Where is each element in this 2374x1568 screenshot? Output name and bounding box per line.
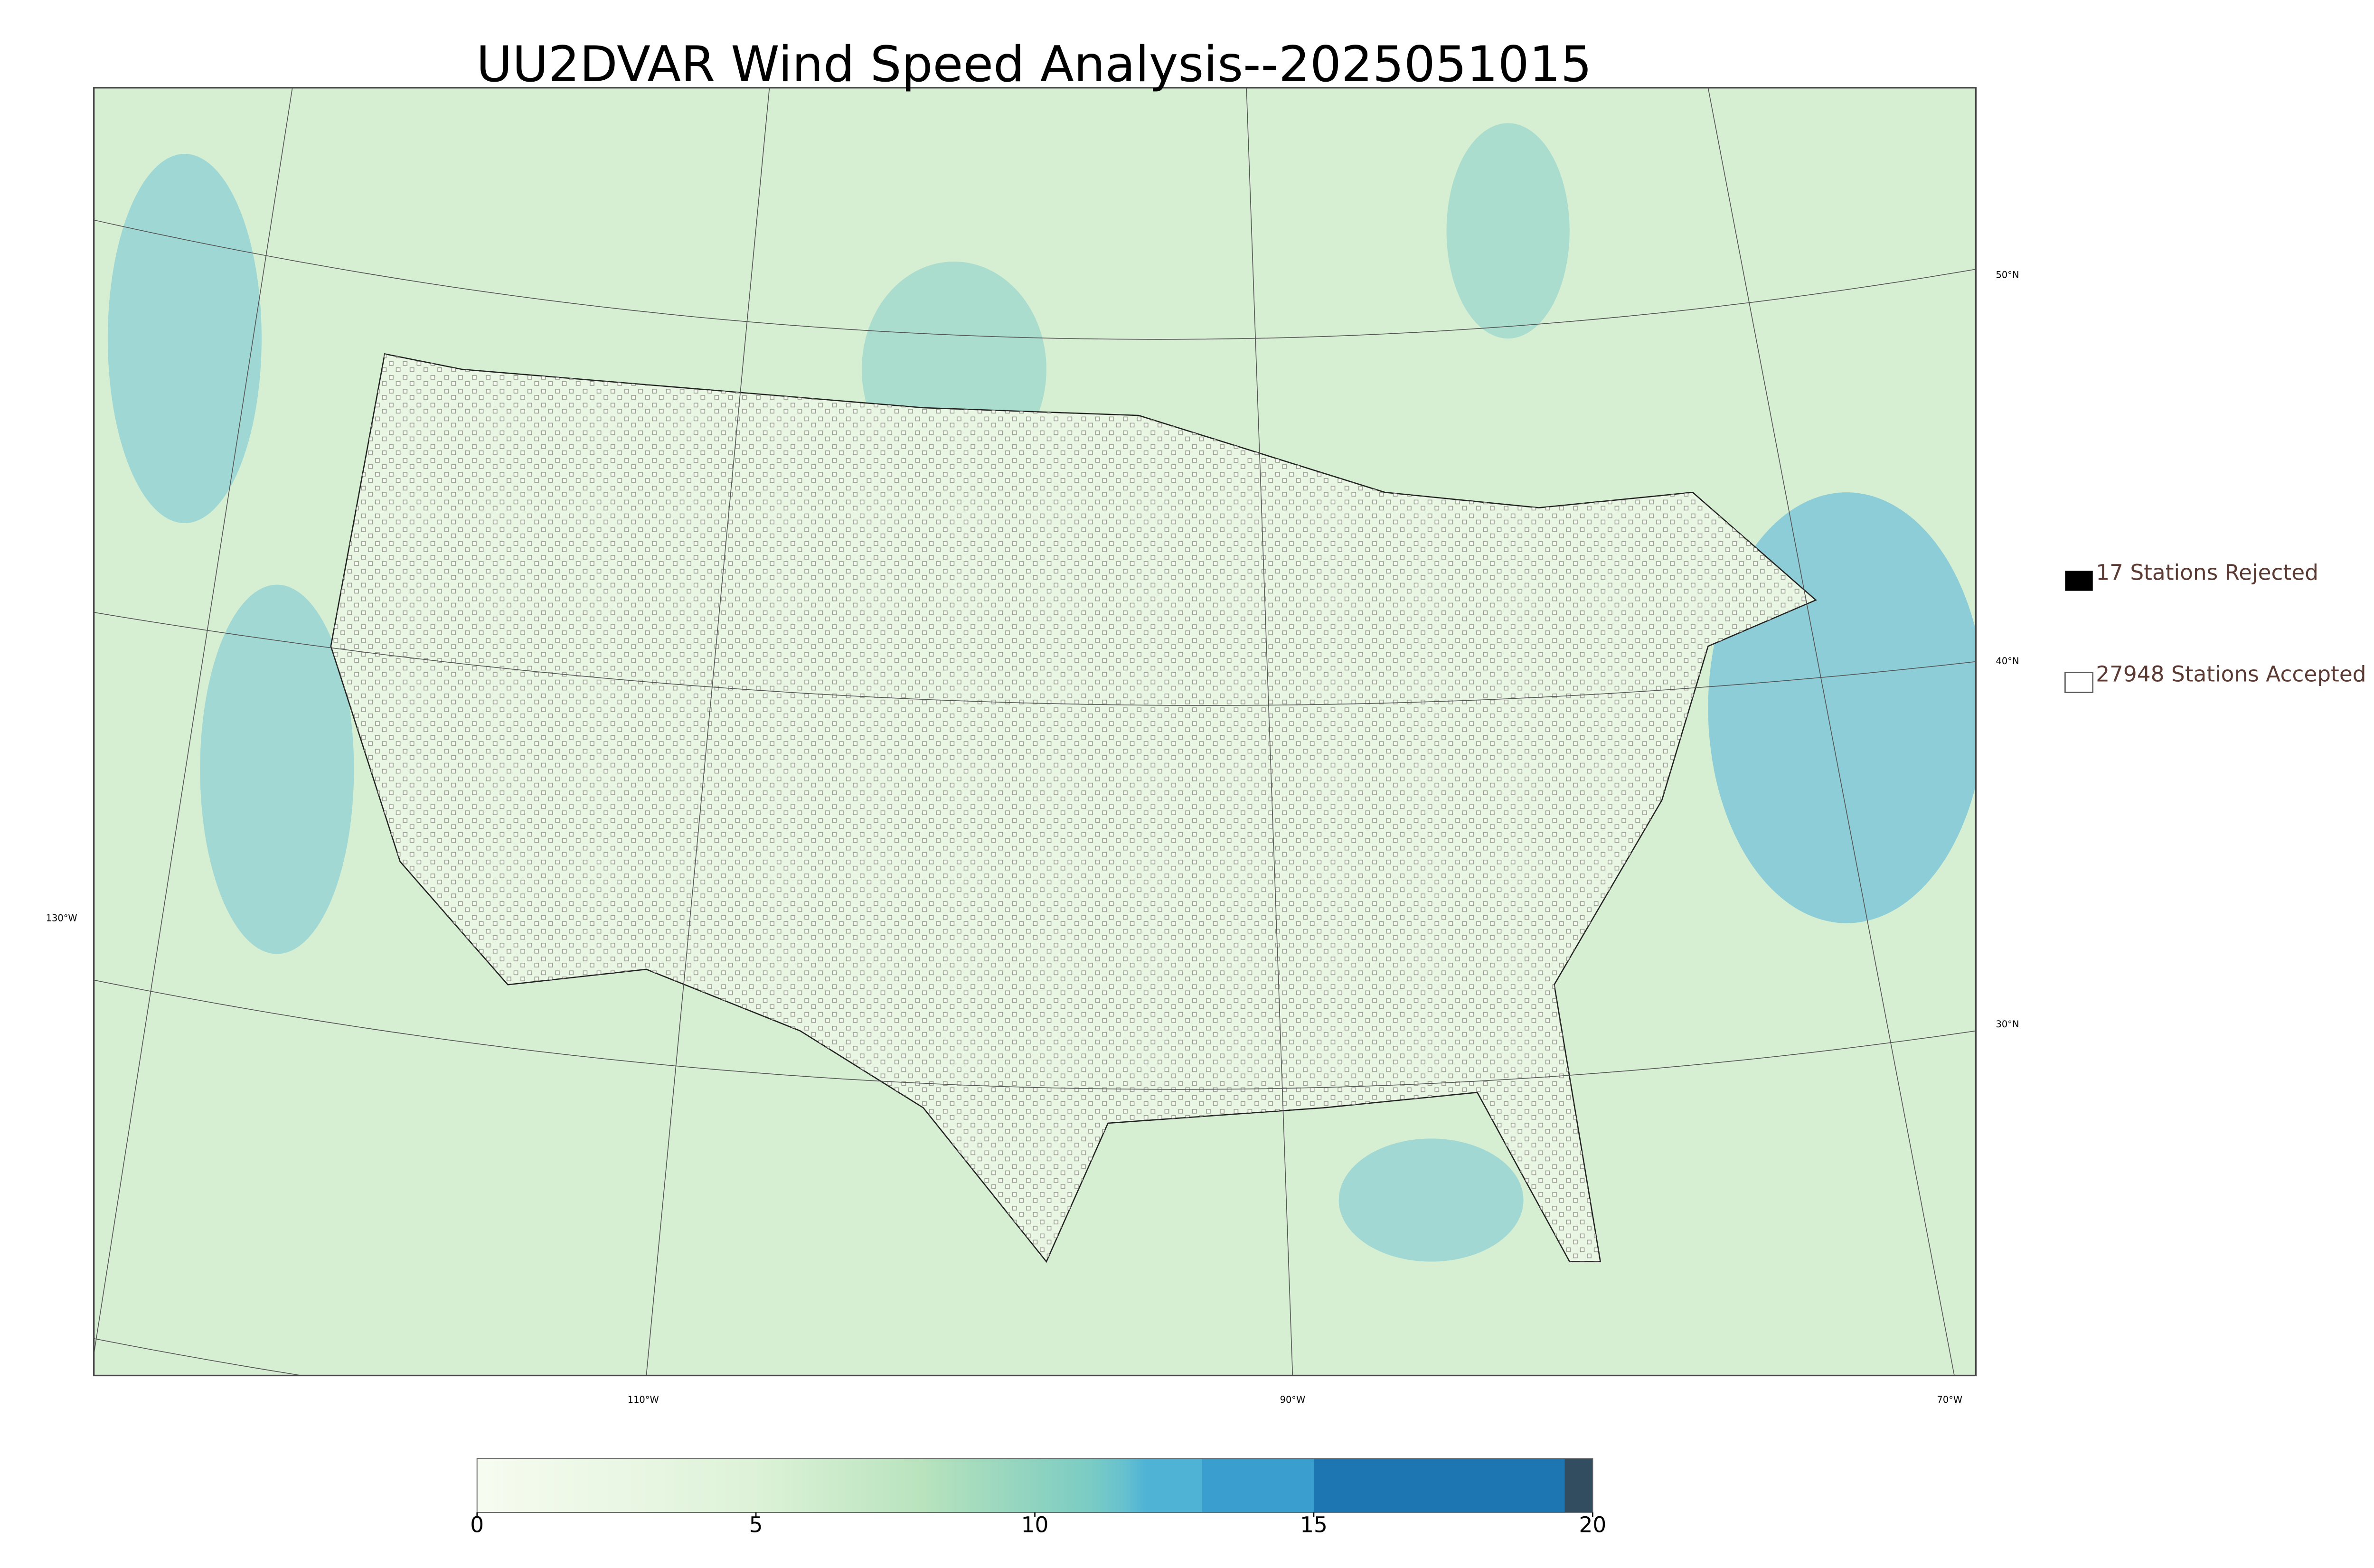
tick-label: 5: [749, 1512, 763, 1538]
tick-label: 15: [1300, 1512, 1328, 1538]
tick-label: 10: [1021, 1512, 1049, 1538]
tick-label: 20: [1579, 1512, 1607, 1538]
lat-label: 30°N: [1996, 1019, 2019, 1030]
map: [94, 87, 1976, 1376]
legend-label: 17 Stations Rejected: [2096, 560, 2318, 585]
lon-label: 90°W: [1280, 1394, 1306, 1405]
tick-label: 0: [470, 1512, 484, 1538]
legend-swatch-rejected: [2065, 571, 2093, 591]
lon-label: 130°W: [46, 912, 77, 923]
title: UU2DVAR Wind Speed Analysis--2025051015: [476, 36, 1592, 93]
colorbar: [476, 1458, 1593, 1513]
lat-label: 50°N: [1996, 270, 2019, 281]
lon-label: 70°W: [1937, 1394, 1962, 1405]
lon-label: 110°W: [628, 1394, 659, 1405]
map-frame: [93, 87, 1977, 1377]
legend-label: 27948 Stations Accepted: [2096, 661, 2366, 686]
lat-label: 40°N: [1996, 656, 2019, 667]
legend-swatch-accepted: [2064, 672, 2094, 693]
